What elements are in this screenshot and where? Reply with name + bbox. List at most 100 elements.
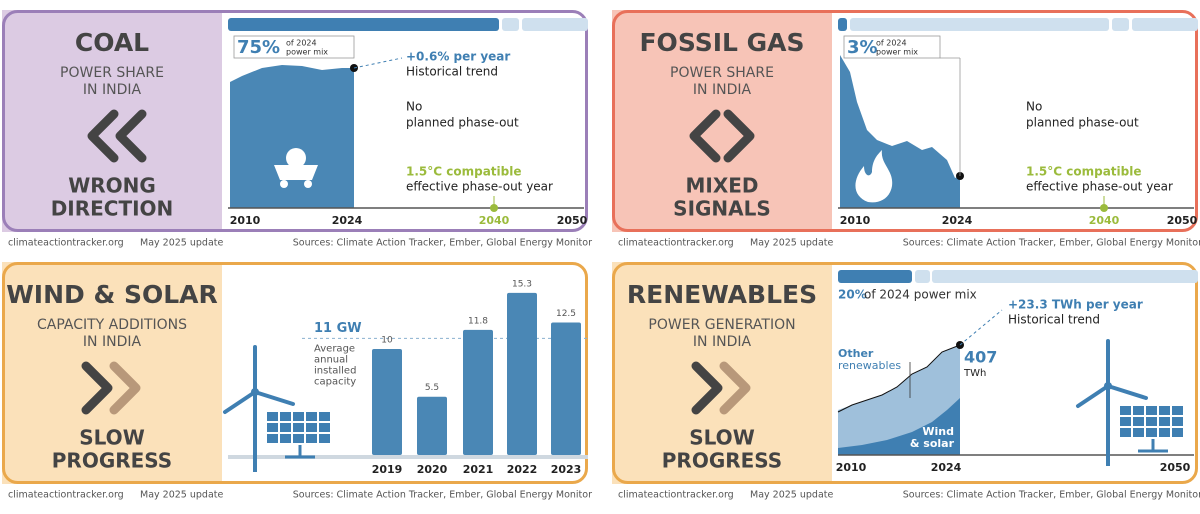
turbine-icon: [251, 388, 259, 396]
solar-icon: [1159, 417, 1170, 426]
value-label: 5.5: [425, 383, 439, 393]
timeline-bar: [1132, 18, 1198, 31]
arrow-icon: [719, 361, 751, 415]
footer-sources: Sources: Climate Action Tracker, Ember, …: [903, 238, 1200, 249]
panel-subtitle: IN INDIA: [83, 82, 142, 98]
x-tick-label: 2024: [332, 214, 363, 227]
solar-icon: [1120, 417, 1131, 426]
arrow-icon: [723, 109, 755, 163]
x-tick-label: 2050: [557, 214, 588, 227]
timeline-bar: [850, 18, 1109, 31]
compatible-note: effective phase-out year: [1026, 180, 1173, 194]
trend-line: [353, 57, 403, 69]
footer-site: climateactiontracker.org: [8, 238, 124, 249]
share: 20%: [838, 288, 867, 302]
bar: [507, 292, 537, 455]
solar-icon: [267, 423, 278, 432]
share-note: of 2024: [876, 39, 907, 48]
panel-subtitle: IN INDIA: [83, 334, 142, 350]
footer-update: May 2025 update: [140, 490, 223, 501]
timeline-bar: [502, 18, 519, 31]
phaseout-marker: [490, 204, 498, 212]
x-tick-label: 2010: [230, 214, 261, 227]
footer-site: climateactiontracker.org: [618, 490, 734, 501]
series-label: Other: [838, 347, 874, 360]
bar: [551, 322, 581, 455]
reference-note: Average: [314, 343, 355, 354]
solar-icon: [267, 434, 278, 443]
share-box: [233, 35, 355, 59]
panel-subtitle: IN INDIA: [693, 334, 752, 350]
timeline-bar: [522, 18, 588, 31]
compatible: 1.5°C compatible: [1026, 165, 1141, 179]
reference-note: installed: [314, 365, 356, 376]
verdict: SLOW: [689, 426, 755, 450]
coal-icon: [274, 165, 318, 180]
x-tick-label: 2019: [372, 463, 403, 476]
x-tick-label: 2024: [931, 461, 962, 474]
value-label: 12.5: [556, 309, 576, 319]
phaseout: planned phase-out: [1026, 116, 1139, 130]
series-label: Wind: [922, 425, 954, 438]
footer-sources: Sources: Climate Action Tracker, Ember, …: [293, 490, 592, 501]
bar: [417, 396, 447, 455]
x-tick-label: 2040: [1089, 214, 1120, 227]
solar-icon: [319, 434, 330, 443]
solar-icon: [1146, 417, 1157, 426]
solar-icon: [1172, 428, 1183, 437]
coal-icon: [304, 180, 312, 188]
trend-note: Historical trend: [406, 65, 498, 79]
solar-icon: [293, 423, 304, 432]
phaseout: No: [406, 100, 422, 114]
x-tick-label: 2021: [463, 463, 494, 476]
turbine-icon: [1104, 382, 1112, 390]
trend-note: Historical trend: [1008, 313, 1100, 327]
solar-icon: [306, 423, 317, 432]
panel-title: RENEWABLES: [627, 280, 817, 309]
x-tick-label: 2024: [942, 214, 973, 227]
panel-subtitle: POWER SHARE: [60, 65, 164, 81]
verdict: WRONG: [68, 174, 156, 198]
verdict: PROGRESS: [52, 449, 172, 473]
solar-icon: [1172, 417, 1183, 426]
reference-note: capacity: [314, 376, 356, 387]
solar-icon: [1159, 428, 1170, 437]
share-note: of 2024: [286, 39, 317, 48]
panel-border: [2, 10, 588, 232]
x-tick-label: 2050: [1160, 461, 1191, 474]
share-note: power mix: [286, 48, 328, 57]
panel-title: FOSSIL GAS: [639, 28, 804, 57]
solar-icon: [1159, 406, 1170, 415]
timeline-bar: [838, 18, 847, 31]
flame-icon: [855, 150, 893, 203]
timeline-bar: [228, 18, 499, 31]
verdict: MIXED: [685, 174, 758, 198]
panel-subtitle: POWER SHARE: [670, 65, 774, 81]
panel-title: WIND & SOLAR: [6, 280, 218, 309]
total-unit: TWh: [963, 368, 986, 379]
renewables-line: [837, 344, 961, 413]
reference-note: annual: [314, 354, 348, 365]
arrow-icon: [109, 361, 141, 415]
solar-icon: [1172, 406, 1183, 415]
solar-icon: [280, 423, 291, 432]
series-label: & solar: [910, 437, 955, 450]
arrow-icon: [691, 361, 723, 415]
arrow-icon: [87, 109, 119, 163]
verdict: PROGRESS: [662, 449, 782, 473]
timeline-bar: [1112, 18, 1129, 31]
trend: +0.6% per year: [406, 50, 510, 64]
wind-solar-area: [838, 398, 960, 455]
x-tick-label: 2022: [507, 463, 538, 476]
bar: [463, 329, 493, 455]
share: 75%: [237, 37, 280, 58]
panel-border: [612, 262, 1198, 484]
solar-icon: [1120, 428, 1131, 437]
solar-icon: [1146, 406, 1157, 415]
share-box: [843, 35, 941, 59]
series-label: renewables: [838, 359, 901, 372]
solar-icon: [319, 412, 330, 421]
turbine-icon: [253, 390, 295, 406]
